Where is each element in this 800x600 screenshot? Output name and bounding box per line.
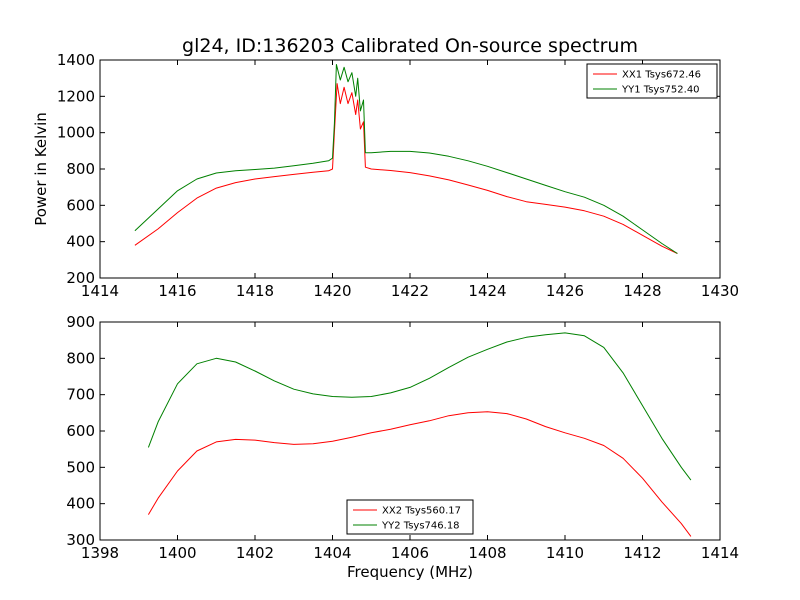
y-tick-label: 200 — [66, 269, 95, 287]
y-tick-label: 800 — [66, 160, 95, 178]
x-tick-label: 1398 — [81, 544, 119, 562]
legend-label: YY1 Tsys752.40 — [621, 85, 700, 96]
y-tick-label: 800 — [66, 349, 95, 367]
x-axis-label: Frequency (MHz) — [347, 563, 473, 581]
x-tick-label: 1406 — [391, 544, 429, 562]
legend-box — [346, 499, 474, 535]
x-tick-label: 1428 — [623, 282, 661, 300]
x-tick-label: 1412 — [623, 544, 661, 562]
bottom-panel: 1398 1400 1402 1404 1406 1408 1410 1412 1414 300 4… — [66, 313, 739, 562]
x-tick-label: 1410 — [546, 544, 584, 562]
series-line-2-2 — [147, 332, 692, 481]
x-tick-label: 1422 — [391, 282, 429, 300]
x-tick-label: 1416 — [158, 282, 196, 300]
y-tick-label: 600 — [66, 196, 95, 214]
y-tick-label: 1400 — [57, 51, 95, 69]
y-tick-label: 700 — [66, 386, 95, 404]
x-tick-label: 1404 — [313, 544, 351, 562]
x-tick-label: 1414 — [701, 544, 739, 562]
legend-label: XX1 Tsys672.46 — [622, 70, 701, 81]
legend: XX2 Tsys560.17 YY2 Tsys746.18 — [346, 499, 474, 535]
x-tick-label: 1426 — [546, 282, 584, 300]
y-tick-label: 400 — [66, 495, 95, 513]
legend-label: YY2 Tsys746.18 — [381, 521, 460, 532]
y-tick-label: 900 — [66, 313, 95, 331]
y-axis-label: Power in Kelvin — [32, 112, 50, 226]
y-tick-label: 400 — [66, 233, 95, 251]
top-panel: 1414 1416 1418 1420 1422 1424 1426 1428 1430 200 4… — [57, 51, 739, 300]
y-tick-label: 300 — [66, 531, 95, 549]
x-tick-label: 1430 — [701, 282, 739, 300]
y-tick-label: 500 — [66, 458, 95, 476]
y-tick-label: 600 — [66, 422, 95, 440]
x-tick-label: 1402 — [236, 544, 274, 562]
x-tick-label: 1424 — [468, 282, 506, 300]
legend: XX1 Tsys672.46 YY1 Tsys752.40 — [586, 63, 718, 99]
legend-box — [586, 63, 718, 99]
y-tick-label: 1200 — [57, 87, 95, 105]
x-tick-label: 1420 — [313, 282, 351, 300]
x-tick-label: 1418 — [236, 282, 274, 300]
series-line-1-2 — [134, 64, 678, 254]
chart-title: gl24, ID:136203 Calibrated On-source spe… — [182, 35, 638, 57]
x-tick-label: 1414 — [81, 282, 119, 300]
series-line-1-1 — [134, 83, 678, 254]
y-tick-label: 1000 — [57, 124, 95, 142]
x-tick-label: 1400 — [158, 544, 196, 562]
series-line-2-1 — [147, 411, 692, 537]
x-tick-label: 1408 — [468, 544, 506, 562]
legend-label: XX2 Tsys560.17 — [382, 506, 461, 517]
